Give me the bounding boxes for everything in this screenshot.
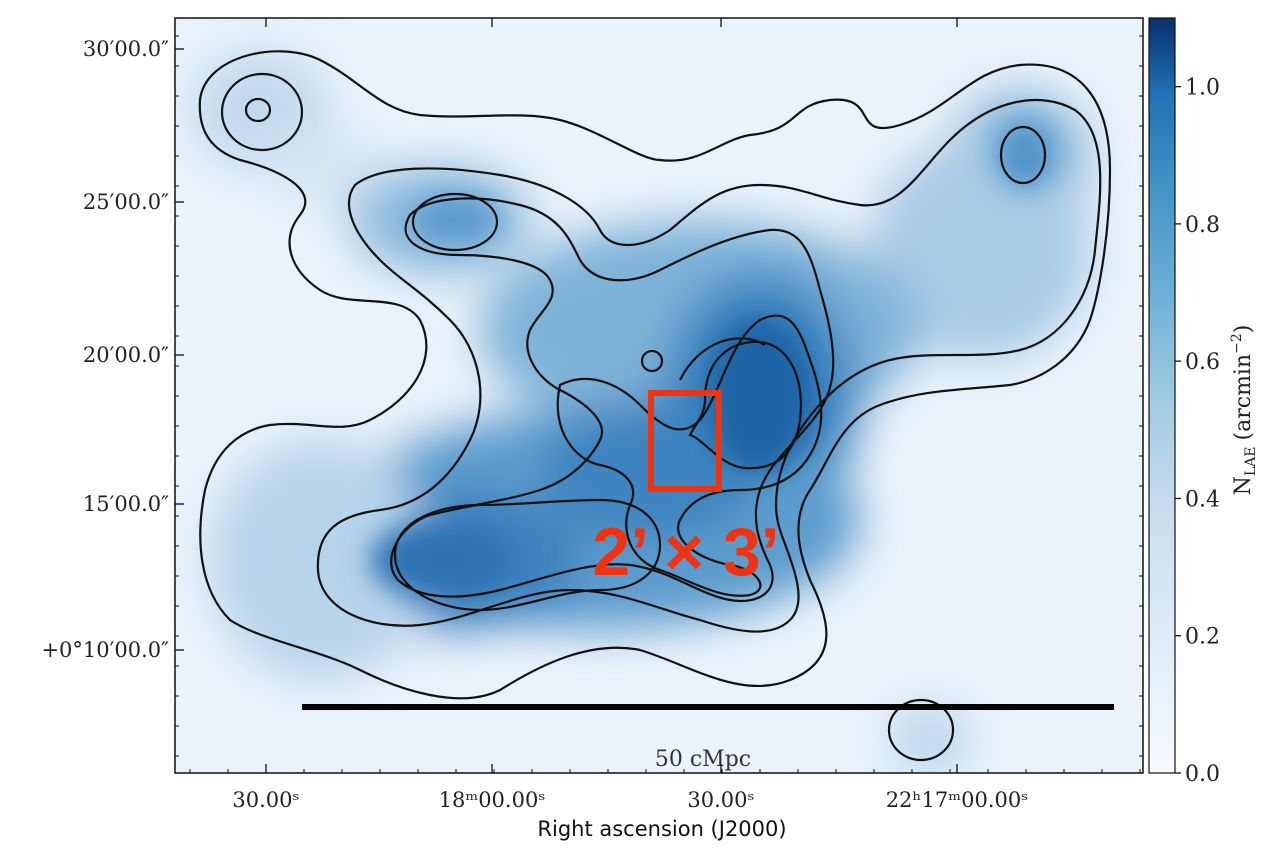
contour-bottom-island — [887, 698, 955, 762]
contour-peak-central — [688, 340, 802, 470]
y-tick-label: 15′00.0″ — [83, 492, 169, 516]
contour-small-island — [640, 349, 664, 373]
y-tick-label: 30′00.0″ — [83, 37, 169, 61]
x-axis: 30.00ˢ 18ᵐ00.00ˢ 30.00ˢ 22ʰ17ᵐ00.00ˢ — [189, 18, 1141, 812]
contour-level-4 — [556, 314, 823, 597]
x-tick-label: 30.00ˢ — [687, 788, 754, 812]
x-axis-title: Right ascension (J2000) — [537, 817, 786, 841]
y-tick-label: +0°10′00.0″ — [41, 638, 169, 662]
contour-lower-left-inner — [393, 498, 662, 612]
colorbar-tick-label: 0.6 — [1185, 350, 1220, 375]
colorbar-label: NLAE(arcmin−2) — [1229, 325, 1259, 496]
density-map — [175, 18, 1143, 773]
colorbar-axis: 0.0 0.2 0.4 0.6 0.8 1.0 — [1175, 76, 1220, 787]
contour-level-2 — [316, 98, 1102, 633]
field-of-view-box — [648, 390, 722, 492]
colorbar-tick-label: 0.8 — [1185, 213, 1220, 238]
y-tick-label: 20′00.0″ — [83, 343, 169, 367]
scale-bar-label: 50 cMpc — [655, 747, 751, 772]
contour-topleft-inner — [244, 97, 272, 123]
colorbar — [1148, 17, 1176, 774]
x-tick-label: 30.00ˢ — [232, 788, 299, 812]
y-tick-label: 25′00.0″ — [83, 190, 169, 214]
contour-lines — [198, 50, 1112, 762]
contour-outer — [198, 50, 1112, 700]
contour-secondary-central — [679, 337, 766, 381]
colorbar-tick-label: 0.4 — [1185, 487, 1220, 512]
contour-level-3 — [390, 197, 835, 603]
contour-topleft-outer — [220, 72, 304, 152]
field-of-view-label: 2’ × 3’ — [592, 514, 779, 590]
colorbar-tick-label: 0.0 — [1185, 762, 1220, 787]
x-tick-label: 22ʰ17ᵐ00.00ˢ — [886, 788, 1029, 812]
contour-upperleft-peak — [411, 192, 499, 252]
colorbar-tick-label: 0.2 — [1185, 625, 1220, 650]
colorbar-tick-label: 1.0 — [1185, 76, 1220, 101]
contour-topright-peak — [999, 125, 1047, 185]
x-tick-label: 18ᵐ00.00ˢ — [439, 788, 546, 812]
y-axis: 30′00.0″ 25′00.0″ 20′00.0″ 15′00.0″ +0°10′00… — [41, 35, 1143, 757]
